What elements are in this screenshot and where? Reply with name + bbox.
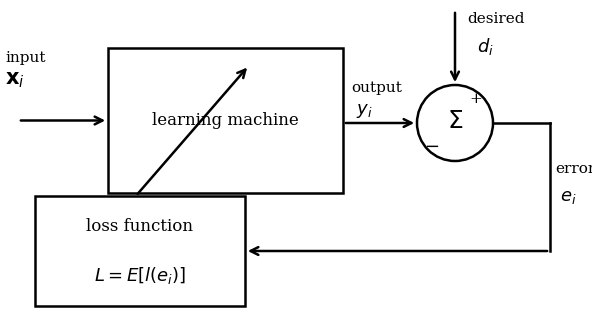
Text: $e_i$: $e_i$ xyxy=(560,188,577,206)
Text: $y_i$: $y_i$ xyxy=(356,102,372,120)
Text: −: − xyxy=(424,137,439,155)
Text: $\mathbf{x}_i$: $\mathbf{x}_i$ xyxy=(5,70,25,90)
Text: $L = E\left[l(e_i)\right]$: $L = E\left[l(e_i)\right]$ xyxy=(94,265,186,286)
Bar xyxy=(108,48,343,193)
Text: $\Sigma$: $\Sigma$ xyxy=(447,110,463,133)
Text: +: + xyxy=(469,92,482,107)
Text: error: error xyxy=(555,162,592,176)
Text: loss function: loss function xyxy=(86,218,194,235)
Circle shape xyxy=(417,85,493,161)
Text: desired: desired xyxy=(467,12,525,26)
Text: output: output xyxy=(351,81,402,95)
Bar xyxy=(35,196,245,306)
Text: input: input xyxy=(5,51,46,65)
Text: learning machine: learning machine xyxy=(152,112,299,129)
Text: $d_i$: $d_i$ xyxy=(477,36,494,57)
